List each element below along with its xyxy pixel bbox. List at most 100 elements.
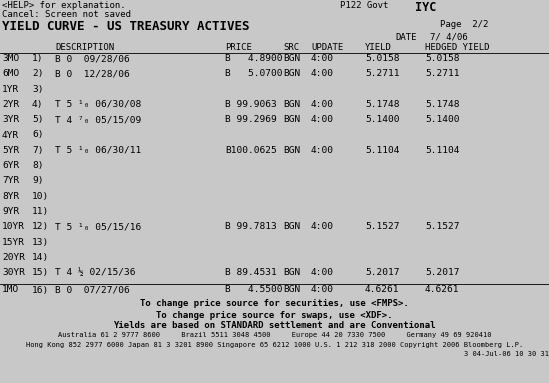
Text: 5.2711: 5.2711 xyxy=(365,69,400,78)
Text: 15YR: 15YR xyxy=(2,237,25,247)
Text: 5.1400: 5.1400 xyxy=(365,115,400,124)
Text: 7/ 4/06: 7/ 4/06 xyxy=(430,33,468,42)
Text: 5.1748: 5.1748 xyxy=(365,100,400,109)
Text: 9): 9) xyxy=(32,177,43,185)
Text: Yields are based on STANDARD settlement and are Conventional: Yields are based on STANDARD settlement … xyxy=(113,321,436,331)
Text: BGN: BGN xyxy=(283,146,300,155)
Text: 5.2017: 5.2017 xyxy=(425,268,460,277)
Text: BGN: BGN xyxy=(283,222,300,231)
Text: 1YR: 1YR xyxy=(2,85,19,93)
Text: B   4.5500: B 4.5500 xyxy=(225,285,283,295)
Text: BGN: BGN xyxy=(283,115,300,124)
Text: IYC: IYC xyxy=(415,1,436,14)
Text: 5.2017: 5.2017 xyxy=(365,268,400,277)
Text: 5.1748: 5.1748 xyxy=(425,100,460,109)
Text: T 5 ¹₀ 06/30/11: T 5 ¹₀ 06/30/11 xyxy=(55,146,141,155)
Text: To change price source for securities, use <FMPS>.: To change price source for securities, u… xyxy=(140,300,409,308)
Text: 3MO: 3MO xyxy=(2,54,19,63)
Text: BGN: BGN xyxy=(283,100,300,109)
Text: 4:00: 4:00 xyxy=(311,115,334,124)
Text: 2YR: 2YR xyxy=(2,100,19,109)
Text: B   4.8900: B 4.8900 xyxy=(225,54,283,63)
Text: 4:00: 4:00 xyxy=(311,69,334,78)
Text: B 99.7813: B 99.7813 xyxy=(225,222,277,231)
Text: DATE: DATE xyxy=(395,33,417,42)
Text: 4:00: 4:00 xyxy=(311,268,334,277)
Text: DESCRIPTION: DESCRIPTION xyxy=(55,43,114,52)
Text: 6MO: 6MO xyxy=(2,69,19,78)
Text: 11): 11) xyxy=(32,207,49,216)
Text: HEDGED YIELD: HEDGED YIELD xyxy=(425,43,490,52)
Text: T 4 ½ 02/15/36: T 4 ½ 02/15/36 xyxy=(55,268,136,277)
Text: B100.0625: B100.0625 xyxy=(225,146,277,155)
Text: 3 04-Jul-06 10 30 31: 3 04-Jul-06 10 30 31 xyxy=(464,350,549,357)
Text: BGN: BGN xyxy=(283,285,300,295)
Text: Cancel: Screen not saved: Cancel: Screen not saved xyxy=(2,10,131,19)
Text: 6YR: 6YR xyxy=(2,161,19,170)
Text: 15): 15) xyxy=(32,268,49,277)
Text: 5): 5) xyxy=(32,115,43,124)
Text: 4.6261: 4.6261 xyxy=(365,285,400,295)
Text: 8YR: 8YR xyxy=(2,192,19,201)
Text: Hong Kong 852 2977 6000 Japan 81 3 3201 8900 Singapore 65 6212 1000 U.S. 1 212 3: Hong Kong 852 2977 6000 Japan 81 3 3201 … xyxy=(26,342,523,347)
Text: T 4 ⁷₀ 05/15/09: T 4 ⁷₀ 05/15/09 xyxy=(55,115,141,124)
Text: 5YR: 5YR xyxy=(2,146,19,155)
Text: BGN: BGN xyxy=(283,69,300,78)
Text: 16): 16) xyxy=(32,285,49,295)
Text: YIELD: YIELD xyxy=(365,43,392,52)
Text: 5.2711: 5.2711 xyxy=(425,69,460,78)
Text: Australia 61 2 9777 8600     Brazil 5511 3048 4500     Europe 44 20 7330 7500   : Australia 61 2 9777 8600 Brazil 5511 304… xyxy=(58,332,491,339)
Text: SRC: SRC xyxy=(283,43,299,52)
Text: 14): 14) xyxy=(32,253,49,262)
Text: 1MO: 1MO xyxy=(2,285,19,295)
Text: 12): 12) xyxy=(32,222,49,231)
Text: YIELD CURVE - US TREASURY ACTIVES: YIELD CURVE - US TREASURY ACTIVES xyxy=(2,20,249,33)
Text: 5.1104: 5.1104 xyxy=(365,146,400,155)
Text: 3YR: 3YR xyxy=(2,115,19,124)
Text: 6): 6) xyxy=(32,131,43,139)
Text: 9YR: 9YR xyxy=(2,207,19,216)
Text: B 0  09/28/06: B 0 09/28/06 xyxy=(55,54,130,63)
Text: BGN: BGN xyxy=(283,268,300,277)
Text: 7): 7) xyxy=(32,146,43,155)
Text: 7YR: 7YR xyxy=(2,177,19,185)
Text: B   5.0700: B 5.0700 xyxy=(225,69,283,78)
Text: B 0  07/27/06: B 0 07/27/06 xyxy=(55,285,130,295)
Text: <HELP> for explanation.: <HELP> for explanation. xyxy=(2,1,126,10)
Text: P122 Govt: P122 Govt xyxy=(340,1,388,10)
Text: 4:00: 4:00 xyxy=(311,222,334,231)
Text: 4:00: 4:00 xyxy=(311,54,334,63)
Text: 5.0158: 5.0158 xyxy=(365,54,400,63)
Text: 1): 1) xyxy=(32,54,43,63)
Text: 4:00: 4:00 xyxy=(311,285,334,295)
Text: 10): 10) xyxy=(32,192,49,201)
Text: BGN: BGN xyxy=(283,54,300,63)
Text: T 5 ¹₀ 05/15/16: T 5 ¹₀ 05/15/16 xyxy=(55,222,141,231)
Text: B 99.9063: B 99.9063 xyxy=(225,100,277,109)
Text: 4): 4) xyxy=(32,100,43,109)
Text: PRICE: PRICE xyxy=(225,43,252,52)
Text: 5.1400: 5.1400 xyxy=(425,115,460,124)
Text: 5.1104: 5.1104 xyxy=(425,146,460,155)
Text: 5.1527: 5.1527 xyxy=(365,222,400,231)
Text: UPDATE: UPDATE xyxy=(311,43,343,52)
Text: Page  2/2: Page 2/2 xyxy=(440,20,489,29)
Text: 13): 13) xyxy=(32,237,49,247)
Text: B 99.2969: B 99.2969 xyxy=(225,115,277,124)
Text: T 5 ¹₀ 06/30/08: T 5 ¹₀ 06/30/08 xyxy=(55,100,141,109)
Text: 20YR: 20YR xyxy=(2,253,25,262)
Text: B 0  12/28/06: B 0 12/28/06 xyxy=(55,69,130,78)
Text: 10YR: 10YR xyxy=(2,222,25,231)
Text: 4.6261: 4.6261 xyxy=(425,285,460,295)
Text: 5.1527: 5.1527 xyxy=(425,222,460,231)
Text: 5.0158: 5.0158 xyxy=(425,54,460,63)
Text: 4:00: 4:00 xyxy=(311,100,334,109)
Text: 4:00: 4:00 xyxy=(311,146,334,155)
Text: To change price source for swaps, use <XDF>.: To change price source for swaps, use <X… xyxy=(156,311,393,319)
Text: 2): 2) xyxy=(32,69,43,78)
Text: 4YR: 4YR xyxy=(2,131,19,139)
Text: 8): 8) xyxy=(32,161,43,170)
Text: B 89.4531: B 89.4531 xyxy=(225,268,277,277)
Text: 30YR: 30YR xyxy=(2,268,25,277)
Text: 3): 3) xyxy=(32,85,43,93)
